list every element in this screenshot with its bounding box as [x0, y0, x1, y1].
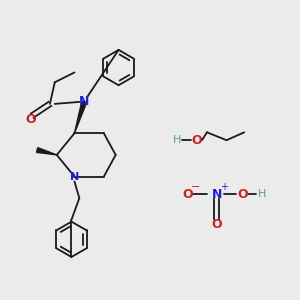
- Text: N: N: [70, 172, 79, 182]
- Text: H: H: [258, 189, 266, 199]
- Text: H: H: [173, 135, 182, 145]
- Text: O: O: [25, 113, 36, 126]
- Polygon shape: [74, 101, 87, 133]
- Text: N: N: [212, 188, 222, 201]
- Text: +: +: [220, 182, 228, 192]
- Text: O: O: [182, 188, 193, 201]
- Text: −: −: [190, 182, 200, 192]
- Polygon shape: [37, 148, 57, 155]
- Text: O: O: [212, 218, 222, 231]
- Text: O: O: [237, 188, 247, 201]
- Text: N: N: [79, 95, 89, 108]
- Text: O: O: [192, 134, 203, 147]
